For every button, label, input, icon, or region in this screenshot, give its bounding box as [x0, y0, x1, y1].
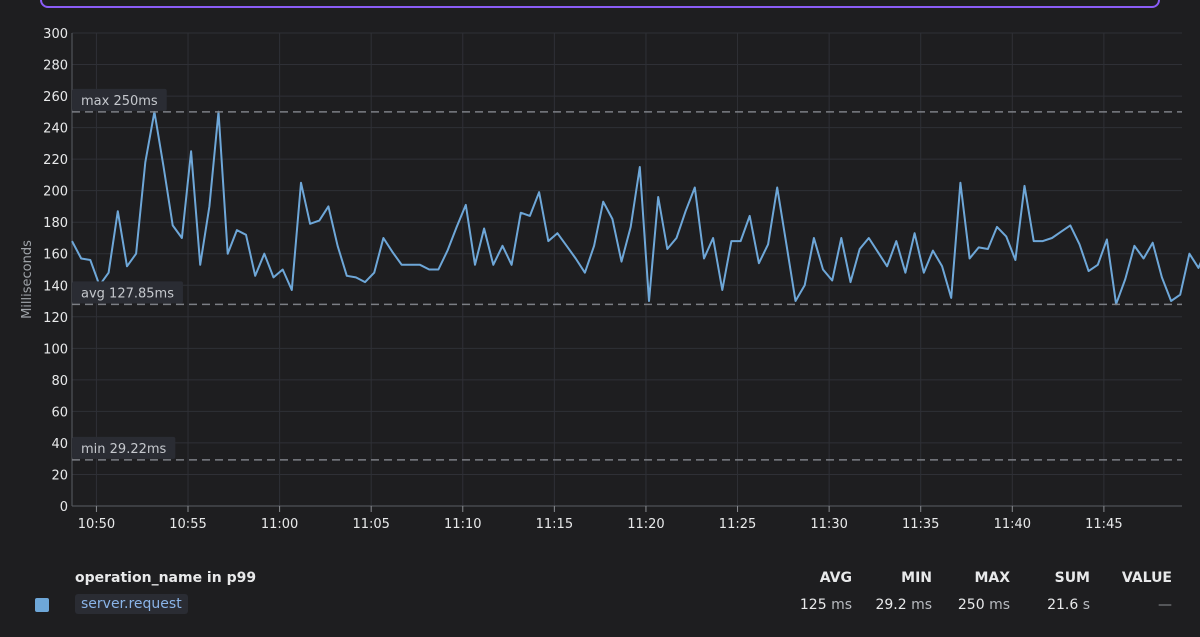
x-tick-label: 11:00	[261, 517, 298, 532]
y-tick-label: 80	[51, 374, 68, 389]
y-tick-label: 100	[43, 342, 68, 357]
reference-label-text: max 250ms	[81, 94, 158, 109]
y-tick-label: 60	[51, 405, 68, 420]
min-unit: ms	[911, 597, 932, 613]
legend-max-value: 250 ms	[938, 597, 1010, 613]
legend-series-name[interactable]: server.request	[75, 594, 188, 614]
reference-label-text: min 29.22ms	[81, 442, 167, 457]
x-tick-label: 11:10	[444, 517, 481, 532]
x-tick-label: 11:15	[536, 517, 573, 532]
y-tick-label: 40	[51, 437, 68, 452]
legend-sum-value: 21.6 s	[1018, 597, 1090, 613]
x-tick-label: 11:45	[1085, 517, 1122, 532]
series-layer	[71, 110, 1200, 306]
column-header-avg[interactable]: AVG	[819, 570, 852, 586]
legend-swatch	[35, 598, 49, 612]
y-tick-label: 240	[43, 122, 68, 137]
reference-lines: max 250ms avg 127.85ms min 29.22ms	[72, 88, 1182, 461]
reference-label-background	[72, 88, 167, 111]
x-tick-label: 11:30	[810, 517, 847, 532]
series-line-server-request	[71, 110, 1200, 306]
x-tick-label: 10:55	[169, 517, 206, 532]
x-tick-label: 11:40	[994, 517, 1031, 532]
reference-label: avg 127.85ms	[72, 281, 183, 304]
x-tick-label: 11:05	[352, 517, 389, 532]
y-tick-label: 160	[43, 248, 68, 263]
y-tick-label: 140	[43, 279, 68, 294]
y-tick-label: 20	[51, 468, 68, 483]
reference-label-background	[72, 281, 183, 304]
sum-unit: s	[1082, 597, 1090, 613]
grid-lines	[72, 32, 1182, 507]
y-tick-label: 220	[43, 153, 68, 168]
column-header-min[interactable]: MIN	[901, 570, 932, 586]
min-number: 29.2	[875, 597, 907, 613]
reference-label: min 29.22ms	[72, 436, 176, 459]
y-tick-label: 120	[43, 311, 68, 326]
x-axis: 10:50 10:55 11:00 11:05 11:10 11:15 11:20 11:25…	[72, 505, 1182, 532]
x-tick-label: 11:25	[719, 517, 756, 532]
max-number: 250	[957, 597, 985, 613]
legend-title: operation_name in p99	[75, 570, 257, 586]
legend-current-value: —	[1158, 597, 1172, 613]
y-tick-label: 180	[43, 216, 68, 231]
y-tick-label: 300	[43, 27, 68, 42]
avg-unit: ms	[831, 597, 852, 613]
sum-number: 21.6	[1047, 597, 1079, 613]
y-tick-label: 200	[43, 185, 68, 200]
column-header-max[interactable]: MAX	[974, 570, 1010, 586]
column-header-sum[interactable]: SUM	[1054, 570, 1090, 586]
y-axis: 0 20 40 60 80 100 120 140 160 180 200 220 240 260 280 3…	[43, 27, 73, 515]
reference-label: max 250ms	[72, 88, 167, 111]
y-tick-label: 280	[43, 59, 68, 74]
legend-avg-value: 125 ms	[780, 597, 852, 613]
x-tick-label: 11:35	[902, 517, 939, 532]
y-tick-label: 0	[60, 500, 68, 515]
legend-min-value: 29.2 ms	[860, 597, 932, 613]
reference-label-text: avg 127.85ms	[81, 286, 174, 301]
max-unit: ms	[989, 597, 1010, 613]
y-axis-label: Milliseconds	[20, 240, 35, 319]
column-header-value[interactable]: VALUE	[1121, 570, 1172, 586]
avg-number: 125	[799, 597, 827, 613]
x-tick-label: 10:50	[78, 517, 115, 532]
y-tick-label: 260	[43, 90, 68, 105]
line-chart: 0 20 40 60 80 100 120 140 160 180 200 220 240 260 280 3…	[20, 27, 1200, 532]
x-tick-label: 11:20	[627, 517, 664, 532]
reference-label-background	[72, 436, 176, 459]
